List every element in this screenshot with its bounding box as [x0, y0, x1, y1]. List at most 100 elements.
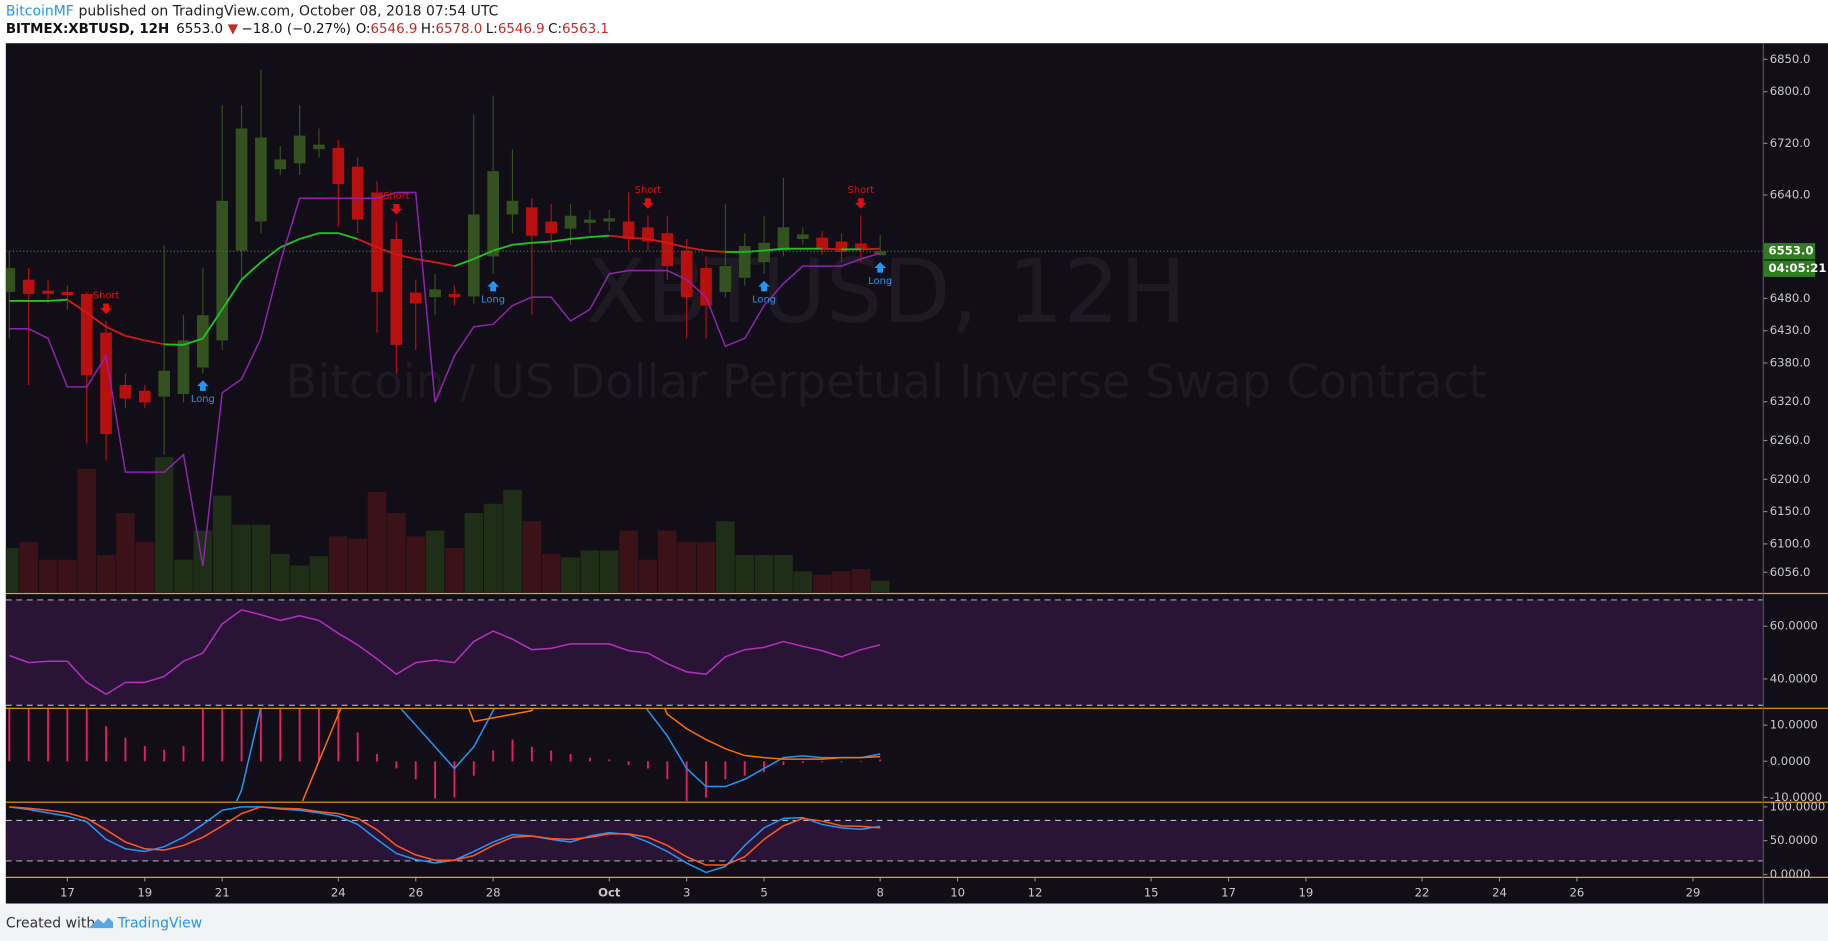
volume-bar: [328, 536, 348, 593]
volume-bar: [696, 542, 716, 593]
overlay-segment: [667, 241, 687, 249]
x-tick-label: 22: [1415, 886, 1430, 900]
author[interactable]: BitcoinMF: [6, 4, 74, 20]
overlay-segment: [279, 238, 300, 249]
candle-body: [526, 207, 538, 236]
histogram-bar: [859, 761, 862, 763]
candle-body: [545, 221, 558, 234]
overlay-segment: [531, 240, 552, 244]
x-tick-label: 3: [683, 886, 690, 900]
x-tick-label: 12: [1028, 886, 1043, 900]
candle-body: [777, 227, 790, 251]
candle-body: [661, 233, 674, 267]
series-line: [235, 708, 881, 802]
overlay-segment: [105, 325, 126, 337]
histogram-bar: [414, 761, 417, 780]
published: published on TradingView.com, October 08…: [78, 4, 498, 20]
overlay-segment: [860, 247, 881, 251]
volume-bar: [96, 555, 116, 593]
volume-bar: [503, 489, 522, 593]
candle-body: [390, 238, 403, 345]
overlay-segment: [299, 232, 320, 240]
footer-brand[interactable]: TradingView: [117, 915, 202, 931]
histogram-bar: [782, 761, 785, 765]
candle-body: [796, 234, 809, 239]
candle-body: [700, 268, 712, 306]
overlay-segment: [415, 258, 436, 264]
candle-body: [235, 128, 248, 251]
overlay-segment: [240, 261, 262, 281]
histogram-bar: [801, 761, 804, 764]
countdown-label: 04:05:21: [1769, 261, 1827, 275]
volume-bar: [367, 492, 387, 593]
histogram-bar: [105, 726, 108, 762]
volume-bar: [232, 524, 251, 593]
overlay-segment: [338, 232, 358, 240]
o: 6546.9: [371, 22, 418, 37]
volume-bar: [716, 521, 735, 593]
x-tick-label: 17: [1221, 886, 1236, 900]
volume-bar: [387, 513, 406, 593]
footer-created: Created with: [6, 915, 95, 931]
signal-arrow: [855, 198, 867, 209]
x-tick-label: 24: [331, 886, 346, 900]
candle-body: [119, 384, 132, 399]
histogram-bar: [743, 761, 746, 776]
candle-body: [138, 390, 151, 403]
overlay-segment: [221, 279, 243, 310]
signal-label: Short: [93, 290, 120, 301]
y-tick-label: 6640.0: [1770, 188, 1811, 202]
histogram-bar: [472, 761, 475, 776]
x-tick-label: 26: [1569, 886, 1584, 900]
overlay-segment: [183, 337, 204, 346]
y-tick-label: 10.0000: [1770, 718, 1818, 732]
y-tick-label: 0.0000: [1770, 754, 1811, 768]
overlay-segment: [647, 238, 668, 244]
overlay-segment: [125, 334, 146, 342]
histogram-bar: [163, 749, 166, 762]
y-tick-label: -10.0000: [1770, 790, 1822, 804]
symbol: BITMEX:XBTUSD, 12H: [6, 22, 169, 37]
x-tick-label: 24: [1492, 886, 1507, 900]
y-tick-label: 6150.0: [1770, 504, 1811, 518]
overlay-segment: [473, 249, 494, 260]
y-tick-label: 6380.0: [1770, 355, 1811, 369]
panel: [8, 708, 882, 802]
watermark-symbol: XBTUSD, 12H: [586, 240, 1187, 343]
histogram-bar: [85, 708, 88, 762]
candle-body: [642, 227, 654, 242]
histogram-bar: [550, 750, 553, 762]
header-line: BitcoinMF published on TradingView.com, O…: [6, 4, 499, 20]
overlay-segment: [202, 308, 223, 339]
x-tick-label: 21: [215, 886, 230, 900]
signal-label: Short: [635, 185, 662, 196]
overlay-segment: [492, 243, 513, 252]
x-tick-label: 10: [950, 886, 965, 900]
volume-bar: [309, 556, 329, 593]
histogram-bar: [182, 746, 185, 762]
histogram-bar: [453, 761, 456, 798]
overlay-segment: [609, 234, 629, 239]
volume-bar: [677, 542, 696, 593]
histogram-bar: [879, 759, 882, 762]
y-tick-label: 40.0000: [1770, 671, 1818, 685]
volume-bar: [561, 557, 580, 593]
volume-bar: [58, 559, 77, 593]
volume-bar: [406, 536, 426, 593]
histogram-bar: [318, 708, 320, 762]
candle-body: [835, 241, 848, 252]
x-tick-label: 19: [137, 886, 152, 900]
histogram-bar: [492, 750, 495, 762]
overlay-segment: [86, 311, 107, 328]
volume-bar: [599, 550, 619, 593]
y-tick-label: 6430.0: [1770, 323, 1811, 337]
histogram-bar: [221, 708, 224, 762]
overlay-line: [9, 191, 881, 566]
signal-arrow: [642, 198, 654, 209]
band: [5, 599, 1763, 706]
candle-body: [584, 219, 596, 223]
x-tick-label: 19: [1299, 886, 1314, 900]
signal-label: Long: [481, 294, 505, 305]
candle-body: [855, 243, 867, 249]
